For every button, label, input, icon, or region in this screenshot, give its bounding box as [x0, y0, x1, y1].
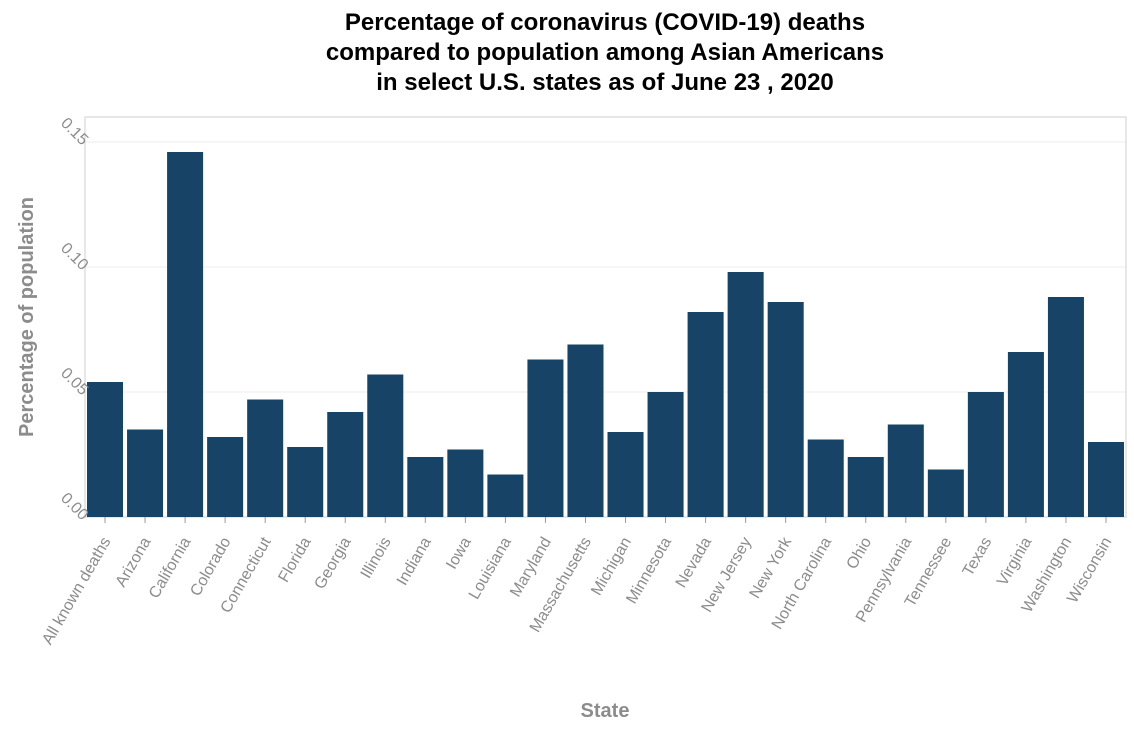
x-tick-label: Indiana [394, 534, 435, 588]
y-tick-label: 0.00 [57, 490, 91, 524]
bar [927, 469, 964, 517]
bar [887, 424, 924, 517]
bar [727, 272, 764, 517]
y-axis-ticks: 0.00 0.05 0.10 0.15 [57, 115, 91, 524]
grid-lines [85, 141, 1126, 393]
bar [247, 399, 284, 517]
bar [527, 359, 564, 517]
x-tick-label: Georgia [312, 534, 355, 592]
x-tick-label: Ohio [844, 534, 876, 572]
bar [127, 429, 164, 517]
bar [167, 152, 204, 517]
y-tick-label: 0.10 [57, 240, 91, 274]
bar [487, 474, 524, 517]
bars [87, 152, 1124, 517]
bar [1087, 442, 1124, 517]
y-tick-label: 0.15 [57, 115, 91, 149]
bar [367, 374, 404, 517]
x-tick-label: Nevada [673, 534, 715, 590]
bar [607, 432, 644, 517]
bar [327, 412, 364, 517]
x-tick-label: All known deaths [39, 535, 114, 648]
x-tick-label: Texas [960, 535, 996, 580]
bar [407, 457, 444, 517]
x-tick-label: Virginia [994, 534, 1035, 589]
chart-title: Percentage of coronavirus (COVID-19) dea… [0, 8, 1134, 98]
bar [967, 392, 1004, 517]
bar [767, 302, 804, 517]
bar [1007, 352, 1044, 517]
chart-title-line-2: compared to population among Asian Ameri… [325, 39, 885, 66]
chart-title-line-1: Percentage of coronavirus (COVID-19) dea… [344, 9, 866, 36]
bar [687, 312, 724, 517]
x-tick-label: Florida [276, 534, 315, 585]
x-axis-ticks: All known deathsArizonaCaliforniaColorad… [39, 517, 1115, 648]
y-axis-title: Percentage of population [16, 197, 38, 437]
bar [647, 392, 684, 517]
bar [87, 382, 124, 517]
x-tick-label: Iowa [443, 534, 475, 572]
bar [207, 437, 244, 517]
bar [567, 344, 604, 517]
bar [447, 449, 484, 517]
bar [807, 439, 844, 517]
x-tick-label: Illinois [358, 535, 395, 582]
bar [847, 457, 884, 517]
bar [287, 447, 324, 517]
x-tick-label: Arizona [113, 534, 155, 590]
plot-area-border [84, 116, 1127, 518]
x-axis-title: State [581, 700, 630, 722]
y-tick-label: 0.05 [57, 365, 91, 399]
chart-title-line-3: in select U.S. states as of June 23 , 20… [376, 69, 834, 96]
bar [1047, 297, 1084, 517]
